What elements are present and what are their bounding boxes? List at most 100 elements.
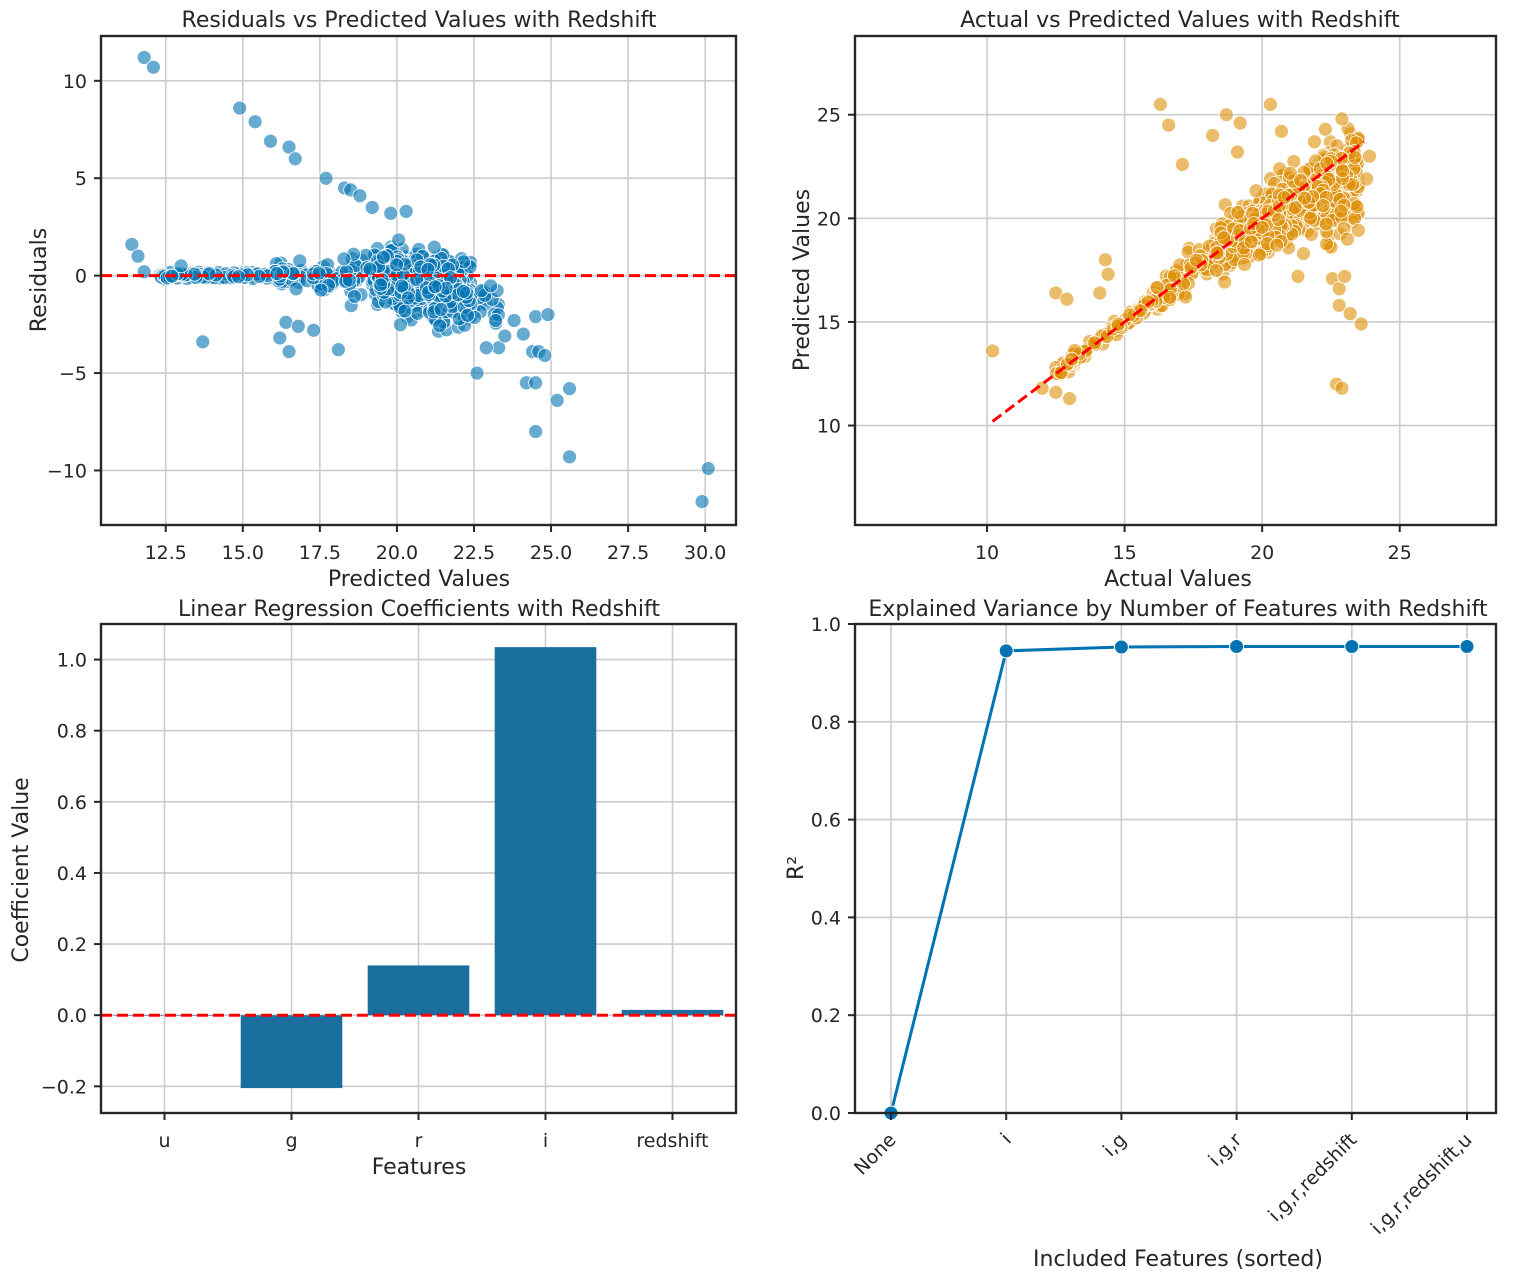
residual-point [136,50,152,65]
actual-vs-predicted-ytick-label: 20 [817,208,841,230]
coefficients-xtick-label: u [158,1130,170,1152]
residual-point [515,326,531,342]
residual-point [373,277,389,293]
residual-point [528,375,544,391]
residual-point [528,309,544,324]
prediction-point [1269,237,1285,253]
residuals-ytick-label: 5 [75,168,87,190]
residual-point [146,59,161,75]
prediction-point [1263,96,1278,112]
prediction-point [1208,262,1224,278]
explained-variance-xtick-label: i,g,r,redshift [1264,1129,1361,1226]
prediction-point [1315,198,1331,213]
explained-variance-ytick-label: 1.0 [811,614,841,636]
residual-point [281,139,297,155]
coefficient-bar-i [494,647,597,1016]
prediction-point [1254,219,1270,235]
prediction-point [1237,257,1252,272]
coefficients-ytick-label: 1.0 [57,650,87,672]
residuals-xtick-label: 25.0 [530,542,572,564]
explained-variance-ytick-label: 0.6 [811,810,841,832]
prediction-point [1307,134,1322,150]
coefficients-ytick-label: 0.8 [57,721,87,743]
prediction-point [1318,216,1334,232]
residual-point [537,348,553,363]
explained-variance-ytick-label: 0.8 [811,712,841,734]
prediction-point [1062,391,1077,407]
explained-variance-xlabel: Included Features (sorted) [1033,1247,1323,1272]
residuals-xtick-label: 12.5 [145,542,187,564]
prediction-point [1243,234,1259,250]
residual-point [263,133,278,149]
coefficient-bar-g [240,1015,343,1089]
prediction-point [1251,247,1267,263]
residual-point [426,239,442,255]
residuals-title: Residuals vs Predicted Values with Redsh… [182,8,657,33]
residual-point [375,249,391,265]
coefficients-ytick-label: 0.6 [57,792,87,814]
prediction-point [1331,297,1347,313]
prediction-point [1282,165,1298,181]
prediction-point [1152,96,1168,112]
prediction-point [1059,291,1075,307]
residual-point [352,188,368,204]
residual-point [232,100,248,116]
residuals-ytick-label: −5 [59,363,87,385]
prediction-point [1304,227,1319,242]
residual-point [383,205,399,221]
explained-variance-ylabel: R² [784,856,809,880]
residual-point [562,449,577,465]
prediction-point [1318,121,1333,137]
residual-point [432,318,448,334]
prediction-point [1303,210,1318,226]
residual-point [433,302,449,317]
explained-variance-xtick-label: i,g,r,redshift,u [1367,1129,1477,1239]
residual-point [397,303,413,319]
prediction-point [1248,183,1264,199]
actual-vs-predicted-xlabel: Actual Values [1104,567,1252,592]
explained-variance-ytick-label: 0.4 [811,907,841,929]
residual-point [398,203,414,219]
residual-point [694,494,710,510]
residual-point [130,248,146,264]
residual-point [483,278,499,294]
residual-point [488,313,503,328]
prediction-point [1353,316,1369,332]
residual-point [478,340,494,356]
prediction-point [1347,149,1363,165]
prediction-point [1100,266,1116,282]
residual-point [460,307,475,323]
prediction-point [1290,268,1306,284]
prediction-point [1174,157,1190,172]
coefficients-title: Linear Regression Coefficients with Reds… [178,597,660,622]
r2-marker-2 [1113,639,1129,655]
coefficient-bar-redshift [621,1009,724,1016]
coefficients-ytick-label: 0.0 [57,1005,87,1027]
residual-point [124,237,140,252]
residuals-xtick-label: 27.5 [607,542,649,564]
residual-point [318,170,334,186]
explained-variance-ytick-label: 0.0 [811,1103,841,1125]
residuals-ylabel: Residuals [27,228,52,332]
coefficients-xtick-label: r [415,1130,423,1152]
residuals-xtick-label: 30.0 [684,542,726,564]
coefficient-bar-u [113,1015,216,1016]
residual-point [506,313,522,328]
r2-marker-1 [998,643,1014,659]
coefficients-ytick-label: 0.4 [57,863,87,885]
residual-point [330,342,346,358]
residuals-ytick-label: −10 [47,460,87,482]
residuals-ytick-label: 10 [63,71,87,93]
residuals-ytick-label: 0 [75,266,87,288]
r2-marker-3 [1229,638,1245,654]
prediction-point [1335,163,1350,179]
r2-marker-5 [1459,638,1475,654]
prediction-point [1297,190,1312,206]
prediction-point [1048,384,1064,400]
r2-line [889,644,1467,1114]
explained-variance-panel: Explained Variance by Number of Features… [784,597,1498,1272]
r2-marker-4 [1344,638,1360,654]
actual-vs-predicted-ytick-label: 10 [817,416,841,438]
residual-point [201,266,217,282]
residual-point [362,261,378,277]
